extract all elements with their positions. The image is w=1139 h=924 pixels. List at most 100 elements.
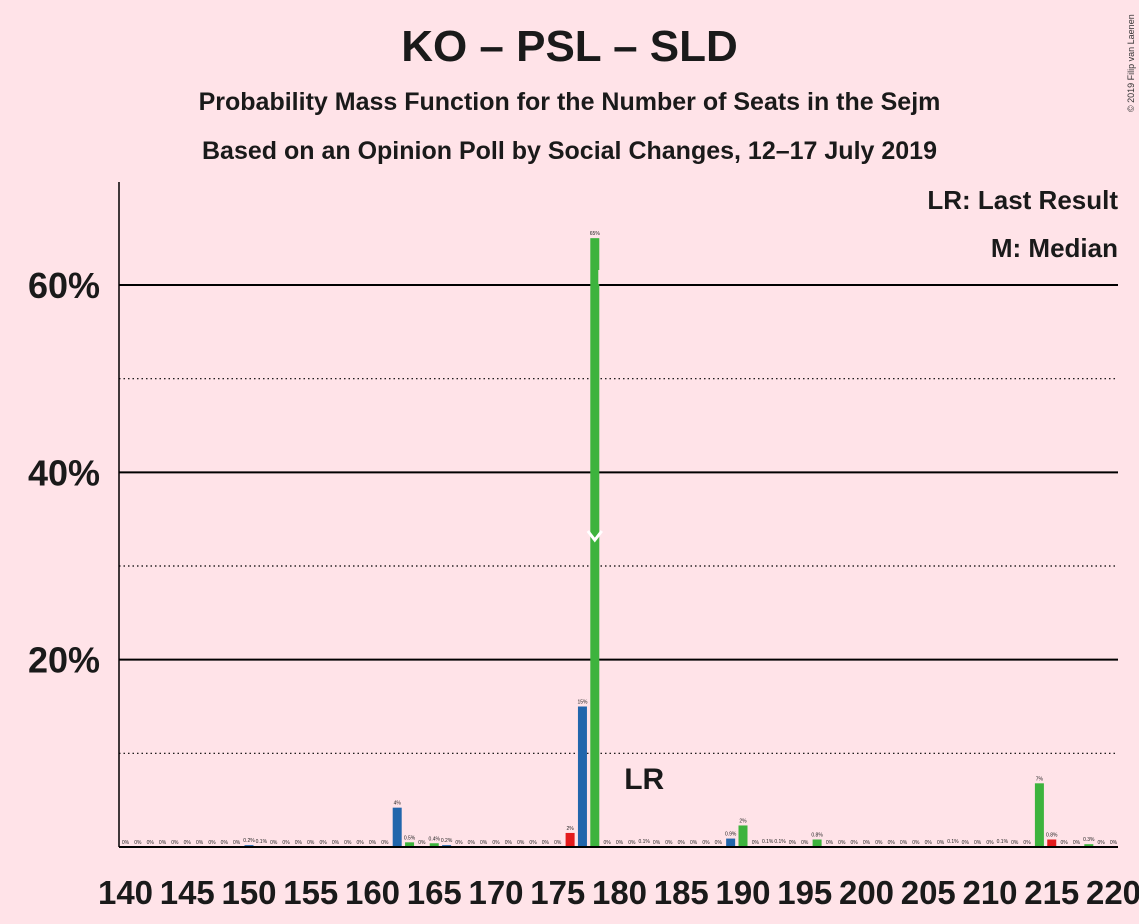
bar-label-seat-142: 0% [147, 840, 155, 846]
bar-label-seat-189: 0.9% [725, 832, 737, 838]
chart-title: KO – PSL – SLD [401, 22, 738, 71]
bar-label-seat-156: 0% [319, 840, 327, 846]
x-tick-label: 195 [777, 874, 832, 911]
bar-label-seat-140: 0% [122, 840, 130, 846]
bar-label-seat-188: 0% [715, 840, 723, 846]
legend-last-result: LR: Last Result [927, 185, 1118, 215]
bar-label-seat-158: 0% [344, 840, 352, 846]
x-tick-label: 215 [1024, 874, 1079, 911]
bar-label-seat-151: 0.1% [256, 839, 268, 845]
bar-label-seat-192: 0.1% [762, 839, 774, 845]
bar-label-seat-164: 0% [418, 840, 426, 846]
bar-label-seat-197: 0% [826, 840, 834, 846]
bar-label-seat-210: 0% [986, 840, 994, 846]
bar-label-seat-175: 0% [554, 840, 562, 846]
bar-label-seat-220: 0% [1110, 840, 1118, 846]
y-tick-labels: 20% 40% 60% [28, 265, 100, 681]
bar-label-seat-177: 15% [577, 700, 588, 706]
last-result-marker: LR [624, 763, 664, 796]
gridlines [119, 284, 1118, 754]
bar-seat-214 [1034, 783, 1044, 847]
markers: LR [586, 530, 665, 796]
legend-median: M: Median [990, 233, 1118, 263]
bar-label-seat-187: 0% [702, 840, 710, 846]
bar-label-seat-211: 0.1% [997, 839, 1009, 845]
bar-label-seat-172: 0% [517, 840, 525, 846]
bars [244, 238, 1094, 847]
bar-label-seat-146: 0% [196, 840, 204, 846]
x-tick-label: 175 [530, 874, 585, 911]
bar-label-seat-157: 0% [332, 840, 340, 846]
bar-seat-163 [405, 842, 415, 847]
bar-label-seat-180: 0% [616, 840, 624, 846]
bar-label-seat-161: 0% [381, 840, 389, 846]
bar-seat-176 [565, 832, 575, 847]
bar-label-seat-219: 0% [1098, 840, 1106, 846]
bar-label-seat-150: 0.2% [243, 838, 255, 844]
x-tick-label: 200 [839, 874, 894, 911]
chart-subtitle-poll: Based on an Opinion Poll by Social Chang… [202, 137, 937, 165]
bar-label-seat-143: 0% [159, 840, 167, 846]
bar-label-seat-216: 0% [1060, 840, 1068, 846]
bar-label-seat-195: 0% [801, 840, 809, 846]
median-marker [586, 530, 603, 543]
bar-label-seat-147: 0% [208, 840, 216, 846]
bar-seat-196 [812, 839, 822, 847]
bar-label-seat-167: 0% [455, 840, 463, 846]
x-tick-label: 210 [962, 874, 1017, 911]
bar-label-seat-168: 0% [468, 840, 476, 846]
x-tick-label: 185 [654, 874, 709, 911]
bar-label-seat-144: 0% [171, 840, 179, 846]
bar-label-seat-217: 0% [1073, 840, 1081, 846]
bar-label-seat-203: 0% [900, 840, 908, 846]
bar-label-seat-212: 0% [1011, 840, 1019, 846]
x-tick-label: 220 [1086, 874, 1139, 911]
bar-label-seat-191: 0% [752, 840, 760, 846]
bar-label-seat-209: 0% [974, 840, 982, 846]
bar-label-seat-170: 0% [492, 840, 500, 846]
y-tick-label: 20% [28, 640, 100, 681]
x-tick-label: 150 [221, 874, 276, 911]
bar-seat-178 [590, 238, 600, 847]
x-tick-label: 160 [345, 874, 400, 911]
bar-label-seat-200: 0% [863, 840, 871, 846]
bar-label-seat-149: 0% [233, 840, 241, 846]
bar-label-seat-176: 2% [566, 826, 574, 832]
bar-label-seat-169: 0% [480, 840, 488, 846]
bar-label-seat-173: 0% [529, 840, 537, 846]
bar-label-seat-193: 0.1% [774, 839, 786, 845]
x-tick-labels: 140 145 150 155 160 165 170 175 180 185 190 195 200 2… [98, 874, 1139, 911]
bar-label-seat-183: 0% [653, 840, 661, 846]
bar-label-seat-214: 7% [1036, 776, 1044, 782]
x-tick-label: 180 [592, 874, 647, 911]
bar-seat-190 [738, 825, 748, 847]
bar-label-seat-202: 0% [888, 840, 896, 846]
bar-label-seat-196: 0.8% [811, 833, 823, 839]
bar-label-seat-205: 0% [925, 840, 933, 846]
bar-label-seat-160: 0% [369, 840, 377, 846]
bar-seat-189 [726, 838, 736, 847]
bar-label-seat-199: 0% [851, 840, 859, 846]
gridline-gap-right [584, 272, 589, 284]
bar-label-seat-178: 65% [590, 231, 601, 237]
bar-label-seat-165: 0.4% [429, 836, 441, 842]
y-tick-label: 40% [28, 452, 100, 493]
bar-label-seat-206: 0% [937, 840, 945, 846]
gridline-gap-left [598, 270, 609, 284]
bar-label-seat-185: 0% [678, 840, 686, 846]
x-tick-label: 145 [160, 874, 215, 911]
bar-label-seat-153: 0% [282, 840, 290, 846]
bar-label-seat-154: 0% [295, 840, 303, 846]
bar-label-seat-208: 0% [962, 840, 970, 846]
bar-label-seat-162: 4% [394, 801, 402, 807]
bar-label-seat-190: 2% [739, 818, 747, 824]
x-tick-label: 205 [901, 874, 956, 911]
x-tick-label: 140 [98, 874, 153, 911]
bar-label-seat-194: 0% [789, 840, 797, 846]
bar-label-seat-148: 0% [221, 840, 229, 846]
y-tick-label: 60% [28, 265, 100, 306]
axes [118, 182, 1118, 848]
bar-label-seat-145: 0% [184, 840, 192, 846]
bar-label-seat-163: 0.5% [404, 835, 416, 841]
